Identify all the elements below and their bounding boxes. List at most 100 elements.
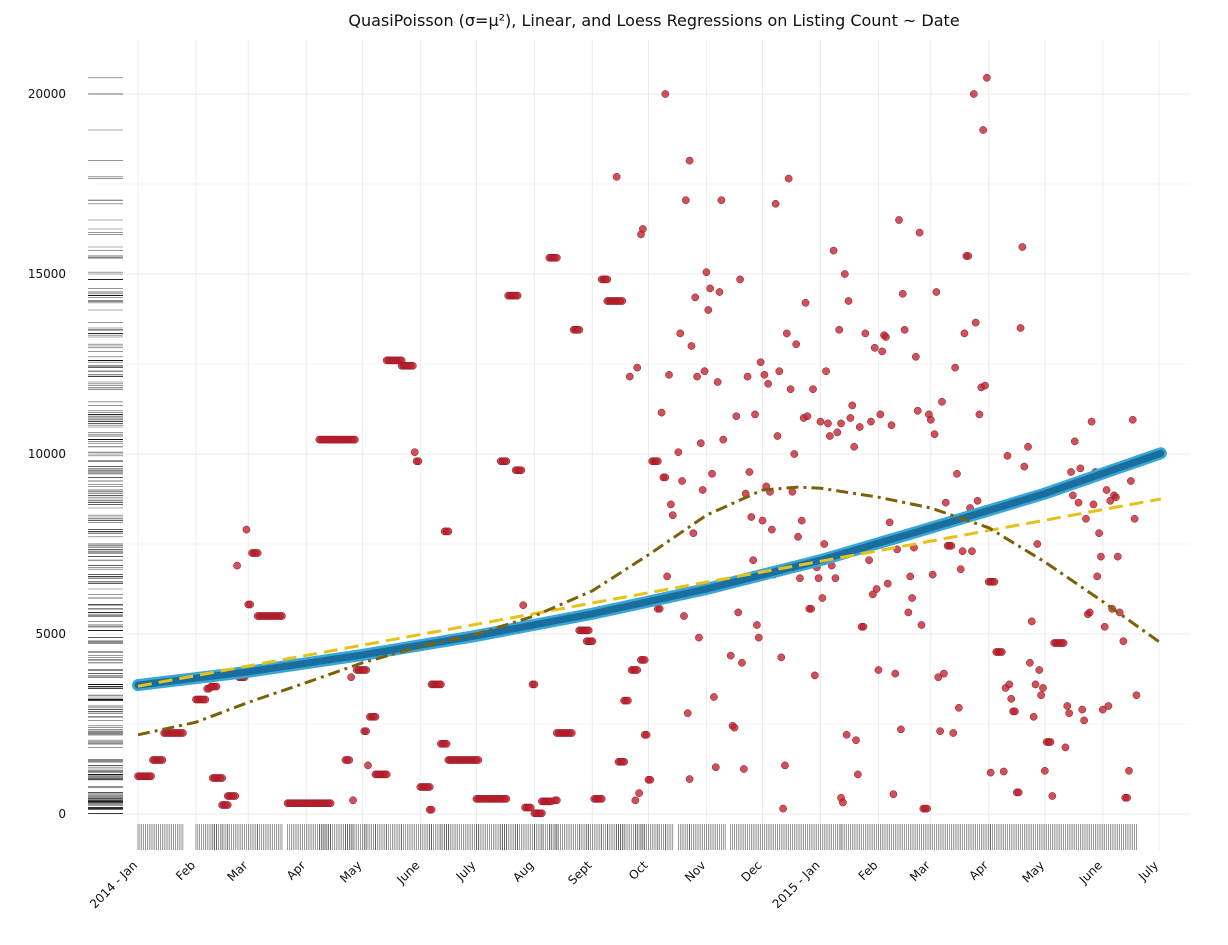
data-point	[661, 90, 670, 98]
data-point	[663, 572, 672, 581]
data-point	[698, 486, 707, 494]
data-point	[751, 410, 759, 419]
x-tick-label: Sept	[565, 858, 594, 887]
data-point	[345, 756, 354, 764]
chart-title: QuasiPoisson (σ=μ²), Linear, and Loess R…	[348, 11, 959, 30]
data-point	[612, 172, 621, 181]
data-point	[756, 358, 765, 367]
y-tick-labels: 0 5000 10000 15000 20000	[28, 87, 66, 821]
data-point	[840, 270, 849, 278]
data-point	[889, 790, 898, 799]
data-point	[1037, 691, 1045, 700]
data-point	[775, 367, 784, 376]
data-point	[754, 633, 763, 642]
data-point	[680, 612, 688, 620]
y-tick-label: 20000	[28, 87, 66, 101]
data-point	[1067, 468, 1075, 476]
x-tick-label: May	[1020, 858, 1047, 885]
data-point	[958, 547, 967, 556]
data-point	[809, 385, 817, 394]
data-point	[552, 253, 561, 262]
data-point	[646, 775, 655, 784]
data-point	[887, 421, 896, 430]
data-point	[635, 789, 643, 797]
data-point	[786, 385, 795, 394]
data-point	[951, 363, 959, 372]
data-point	[844, 297, 853, 305]
data-point	[818, 594, 827, 602]
data-point	[1033, 540, 1042, 548]
data-point	[906, 572, 915, 581]
data-point	[444, 527, 453, 536]
data-point	[695, 633, 703, 642]
data-point	[624, 696, 632, 705]
data-point	[904, 608, 913, 617]
data-point	[1087, 417, 1096, 426]
data-point	[837, 419, 845, 428]
quasipoisson-line	[134, 449, 1165, 689]
data-point	[739, 765, 748, 773]
data-point	[876, 410, 885, 419]
data-point	[999, 767, 1008, 776]
data-point	[949, 729, 958, 737]
data-point	[882, 333, 890, 341]
x-tick-label: Mar	[225, 858, 251, 884]
data-point	[848, 401, 857, 410]
data-point	[719, 435, 728, 444]
data-point	[147, 772, 155, 781]
data-point	[246, 600, 255, 609]
x-tick-label: Feb	[173, 858, 198, 883]
data-point	[638, 225, 647, 233]
data-point	[567, 729, 576, 737]
data-point	[625, 372, 634, 381]
data-point	[842, 730, 851, 739]
data-point	[926, 415, 935, 424]
data-point	[668, 511, 677, 520]
data-point	[158, 756, 167, 764]
y-tick-label: 5000	[35, 627, 66, 641]
data-point	[797, 516, 806, 525]
data-point	[947, 541, 956, 550]
data-point	[382, 770, 391, 779]
data-point	[410, 448, 419, 457]
data-point	[710, 693, 718, 701]
data-point	[1016, 324, 1025, 332]
data-point	[868, 590, 877, 599]
data-point	[908, 594, 916, 602]
data-point	[911, 352, 920, 361]
data-point	[1078, 705, 1087, 714]
data-point	[964, 252, 973, 260]
data-point	[928, 570, 937, 579]
data-point	[829, 246, 838, 255]
data-point	[362, 727, 370, 736]
data-point	[715, 288, 724, 296]
data-point	[1100, 622, 1109, 631]
data-point	[1097, 552, 1105, 561]
x-tick-label: 2014 - Jan	[87, 858, 140, 911]
data-point	[653, 457, 662, 466]
data-point	[726, 651, 735, 660]
y-rug	[88, 77, 123, 814]
data-point	[1003, 451, 1012, 460]
data-point	[1130, 514, 1139, 523]
data-point	[781, 761, 789, 770]
data-point	[179, 729, 187, 737]
data-point	[1011, 707, 1019, 716]
data-point	[691, 293, 700, 302]
data-point	[825, 432, 834, 440]
data-point	[1007, 694, 1016, 703]
data-point	[983, 73, 991, 82]
data-point	[773, 432, 782, 440]
x-tick-label: June	[393, 858, 422, 887]
data-point	[1125, 766, 1133, 775]
data-point	[633, 363, 642, 372]
x-tick-label: June	[1076, 858, 1105, 887]
data-point	[960, 329, 969, 338]
data-point	[633, 666, 642, 674]
data-point	[867, 417, 875, 426]
data-point	[713, 378, 722, 386]
data-point	[1093, 572, 1102, 581]
data-point	[349, 796, 357, 805]
data-point	[824, 419, 832, 428]
data-point	[891, 669, 900, 678]
